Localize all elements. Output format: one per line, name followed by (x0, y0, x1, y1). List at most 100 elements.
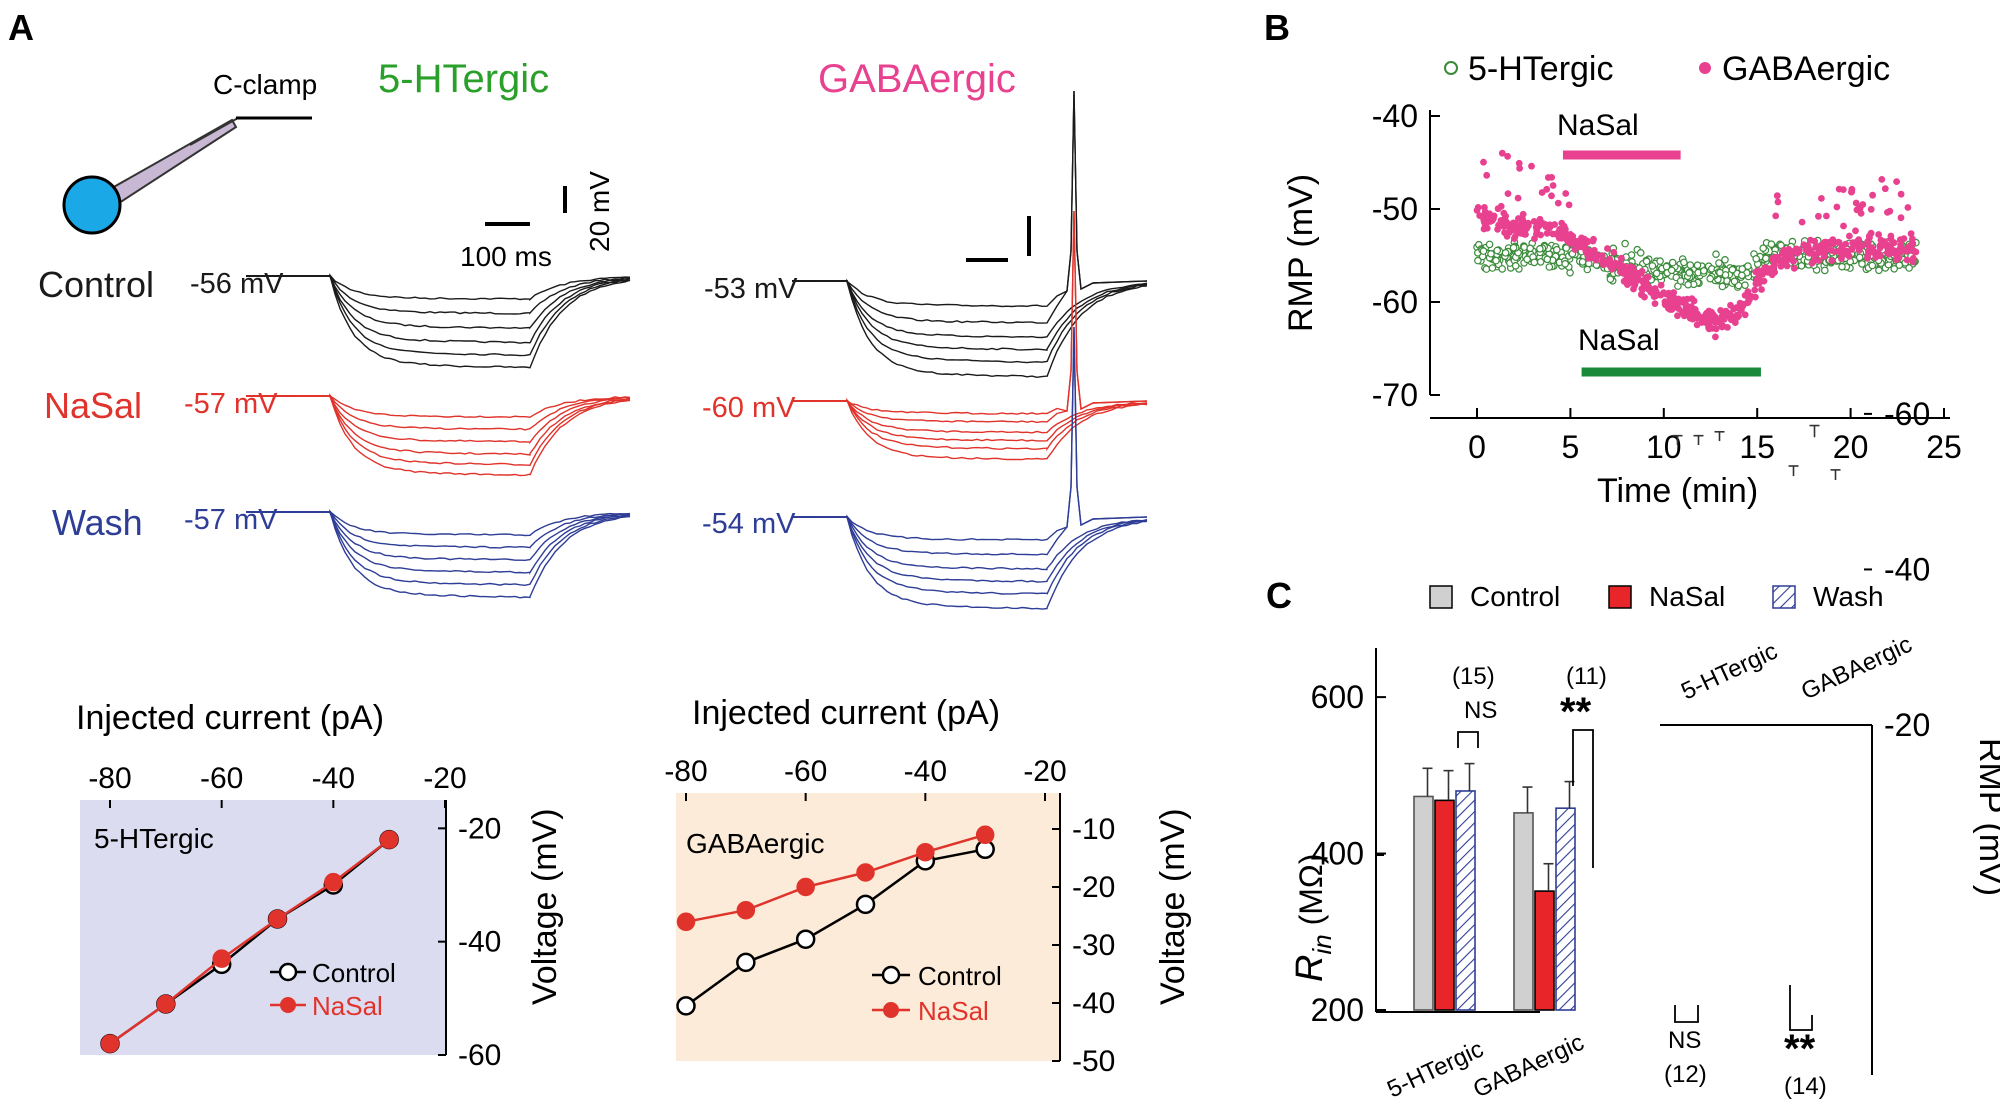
data-point-gaba (1893, 178, 1900, 186)
data-point-5ht (1642, 257, 1651, 266)
data-point-gaba (1793, 245, 1800, 253)
data-point-gaba (1755, 274, 1763, 282)
data-point-nasal (856, 863, 875, 882)
data-point-gaba (1662, 299, 1669, 307)
data-point-gaba (1502, 218, 1510, 226)
data-point-5ht (1487, 250, 1495, 258)
row-label-control: Control (38, 264, 154, 305)
data-point-gaba (1531, 235, 1538, 243)
series-line-nasal (109, 838, 390, 1045)
y-tick-label: -70 (1372, 377, 1418, 413)
legend-gaba-marker (1699, 62, 1711, 74)
scale-bar (485, 186, 567, 226)
iv-gaba-axes: -80 -60 -40 -20-10-20-30-40-50 (664, 755, 1115, 1078)
sig-bracket (1674, 1005, 1699, 1023)
data-point-gaba (1712, 325, 1720, 333)
data-point-gaba (1722, 312, 1730, 320)
data-point-5ht (1578, 258, 1587, 266)
data-point-gaba (1904, 204, 1912, 211)
x-tick-label: -80 (88, 762, 131, 795)
data-point-gaba (1530, 218, 1538, 225)
y-tick-label: -50 (1072, 1045, 1115, 1078)
data-point-gaba (1562, 190, 1570, 197)
data-point-gaba (1815, 212, 1822, 220)
vm-gaba-wash: -54 mV (702, 508, 796, 540)
data-point-gaba (1865, 232, 1873, 240)
n-rin-gaba: (11) (1566, 663, 1607, 690)
sig-rin-gaba: ** (1560, 690, 1592, 734)
data-point-gaba (1611, 260, 1619, 267)
trace-5ht-0-0 (300, 273, 631, 302)
y-tick-label: -20 (1072, 871, 1115, 904)
y-tick-label: -40 (458, 926, 501, 959)
data-point-gaba (1495, 221, 1502, 229)
x-tick-label: -20 (423, 762, 466, 795)
sig-bracket (1572, 729, 1594, 868)
data-point-gaba (1870, 248, 1878, 256)
data-point-gaba (1688, 295, 1696, 302)
sig-rmp-gaba: ** (1784, 1027, 1816, 1071)
iv-5ht-xlabel: Injected current (pA) (76, 699, 384, 737)
data-point-gaba (1741, 292, 1749, 299)
x-tick-label: -60 (200, 762, 243, 795)
data-point-gaba (1571, 246, 1579, 254)
bar-legend-wash: Wash (1813, 581, 1884, 612)
data-point-gaba (1909, 258, 1917, 266)
data-point-gaba (1852, 199, 1860, 207)
n-rmp-gaba: (14) (1784, 1073, 1827, 1100)
data-point-5ht (1730, 277, 1739, 286)
iv-gaba-marks (676, 825, 995, 1016)
data-point-5ht (1561, 259, 1570, 268)
data-point-5ht (1562, 244, 1571, 252)
bar-wash (1455, 790, 1476, 1011)
data-point-gaba (1869, 191, 1876, 199)
data-point-gaba (1731, 319, 1739, 326)
data-point-gaba (1674, 312, 1681, 320)
data-point-gaba (1556, 226, 1563, 233)
data-point-gaba (1481, 208, 1489, 216)
x-tick-label: 20 (1833, 429, 1869, 465)
data-point-gaba (1864, 252, 1872, 260)
trace-gaba-0-0 (817, 90, 1148, 308)
y-tick-label: -20 (458, 812, 501, 845)
data-point-gaba (1804, 242, 1812, 250)
data-point-gaba (1519, 224, 1526, 232)
data-point-gaba (1706, 313, 1714, 321)
data-point-gaba (1551, 221, 1558, 228)
y-tick-label: -50 (1372, 191, 1418, 227)
iv-5ht-marks (100, 829, 399, 1054)
data-point-gaba (1635, 276, 1643, 284)
data-point-5ht (1738, 271, 1746, 280)
data-point-gaba (1514, 194, 1522, 202)
data-point-gaba (1876, 252, 1884, 260)
data-point-5ht (1545, 263, 1554, 271)
data-point-gaba (1693, 314, 1701, 322)
data-point-5ht (1762, 254, 1770, 263)
sig-bracket (1457, 731, 1479, 748)
data-point-gaba (1668, 306, 1676, 313)
data-point-gaba (1537, 231, 1544, 239)
data-point-gaba (1528, 162, 1535, 170)
panel-c-letter: C (1266, 575, 1292, 616)
data-point-gaba (1774, 253, 1781, 261)
data-point-5ht (1738, 265, 1747, 273)
x-tick-label: 0 (1468, 429, 1486, 465)
vm-gaba-control: -53 mV (704, 273, 798, 305)
trace-gaba-0-3 (817, 280, 1148, 351)
data-point-5ht (1493, 246, 1502, 255)
data-point-nasal (156, 994, 176, 1014)
data-point-gaba (1881, 185, 1889, 193)
bar-legend-control: Control (1470, 581, 1560, 612)
data-point-gaba (1618, 254, 1625, 262)
data-point-gaba (1890, 239, 1898, 247)
rmp-scatter (1473, 149, 1920, 377)
data-point-gaba (1515, 159, 1523, 167)
data-point-gaba (1783, 262, 1791, 270)
data-point-5ht (1648, 262, 1657, 270)
column-title-5ht: 5-HTergic (378, 57, 549, 101)
trace-5ht-2-4 (300, 511, 631, 587)
legend-nasal-swatch (1608, 585, 1632, 609)
data-point-gaba (1746, 295, 1753, 303)
data-point-5ht (1676, 277, 1685, 285)
data-point-gaba (1909, 235, 1916, 243)
